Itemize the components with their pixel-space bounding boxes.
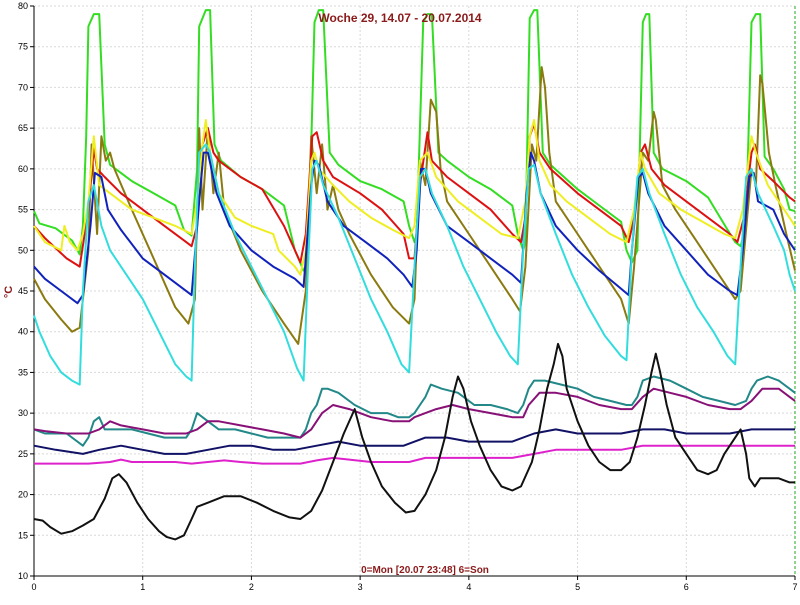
- y-tick-label: 80: [18, 1, 28, 11]
- series-line-11: [33, 342, 795, 541]
- x-tick-label: 3: [358, 582, 363, 592]
- chart-title: Woche 29, 14.07 - 20.07.2014: [318, 11, 482, 25]
- x-tick-label: 7: [792, 582, 797, 592]
- series-line-1: [33, 9, 796, 272]
- x-tick-label: 5: [575, 582, 580, 592]
- x-tick-label: 6: [684, 582, 689, 592]
- x-tick-label: 4: [466, 582, 471, 592]
- y-tick-label: 60: [18, 164, 28, 174]
- y-tick-label: 70: [18, 82, 28, 92]
- y-tick-label: 65: [18, 123, 28, 133]
- x-tick-label: 0: [31, 582, 36, 592]
- chart-subtitle: 0=Mon [20.07 23:48] 6=Son: [361, 565, 489, 576]
- x-tick-label: 1: [140, 582, 145, 592]
- y-tick-label: 45: [18, 286, 28, 296]
- x-tick-label: 2: [249, 582, 254, 592]
- y-tick-label: 30: [18, 408, 28, 418]
- y-axis-label: °C: [3, 286, 15, 298]
- y-tick-label: 75: [18, 42, 28, 52]
- series-line-10: [34, 444, 795, 465]
- series-line-6: [33, 143, 796, 386]
- y-tick-label: 40: [18, 327, 28, 337]
- y-tick-label: 25: [18, 449, 28, 459]
- y-tick-label: 10: [18, 571, 28, 581]
- y-tick-label: 50: [18, 245, 28, 255]
- series-line-8: [33, 387, 796, 439]
- y-tick-label: 55: [18, 205, 28, 215]
- y-tick-label: 15: [18, 530, 28, 540]
- series-line-4: [33, 119, 796, 276]
- series-line-9: [33, 428, 795, 455]
- y-tick-label: 35: [18, 367, 28, 377]
- y-tick-label: 20: [18, 490, 28, 500]
